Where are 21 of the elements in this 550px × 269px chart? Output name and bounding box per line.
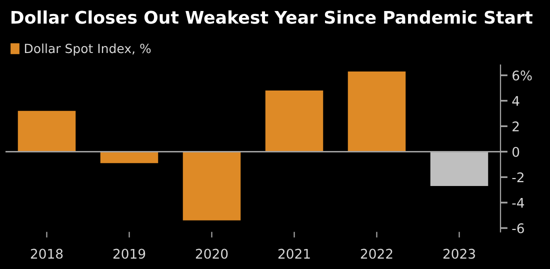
- y-tick-label: -6: [512, 223, 524, 234]
- x-tick-label: 2023: [443, 248, 475, 259]
- x-tick-label: 2021: [278, 248, 310, 259]
- legend-label: Dollar Spot Index, %: [24, 44, 151, 56]
- bar: [182, 152, 241, 220]
- x-tick-label: 2019: [113, 248, 146, 259]
- x-tick-label: 2022: [360, 248, 392, 259]
- x-tick-label: 2018: [30, 248, 63, 259]
- y-tick-label: 0: [512, 146, 520, 157]
- bar: [18, 110, 76, 152]
- bar: [348, 71, 406, 152]
- y-tick-label: -2: [512, 172, 524, 182]
- chart-title: Dollar Closes Out Weakest Year Since Pandemic Start: [11, 10, 532, 24]
- bar: [100, 152, 158, 164]
- bar: [265, 90, 324, 152]
- y-tick-label: -4: [512, 198, 524, 208]
- x-tick-label: 2020: [196, 248, 228, 259]
- y-tick-label: 4: [512, 96, 520, 106]
- y-tick-label: 6%: [512, 70, 532, 80]
- bar: [430, 152, 488, 186]
- y-tick-label: 2: [512, 121, 519, 132]
